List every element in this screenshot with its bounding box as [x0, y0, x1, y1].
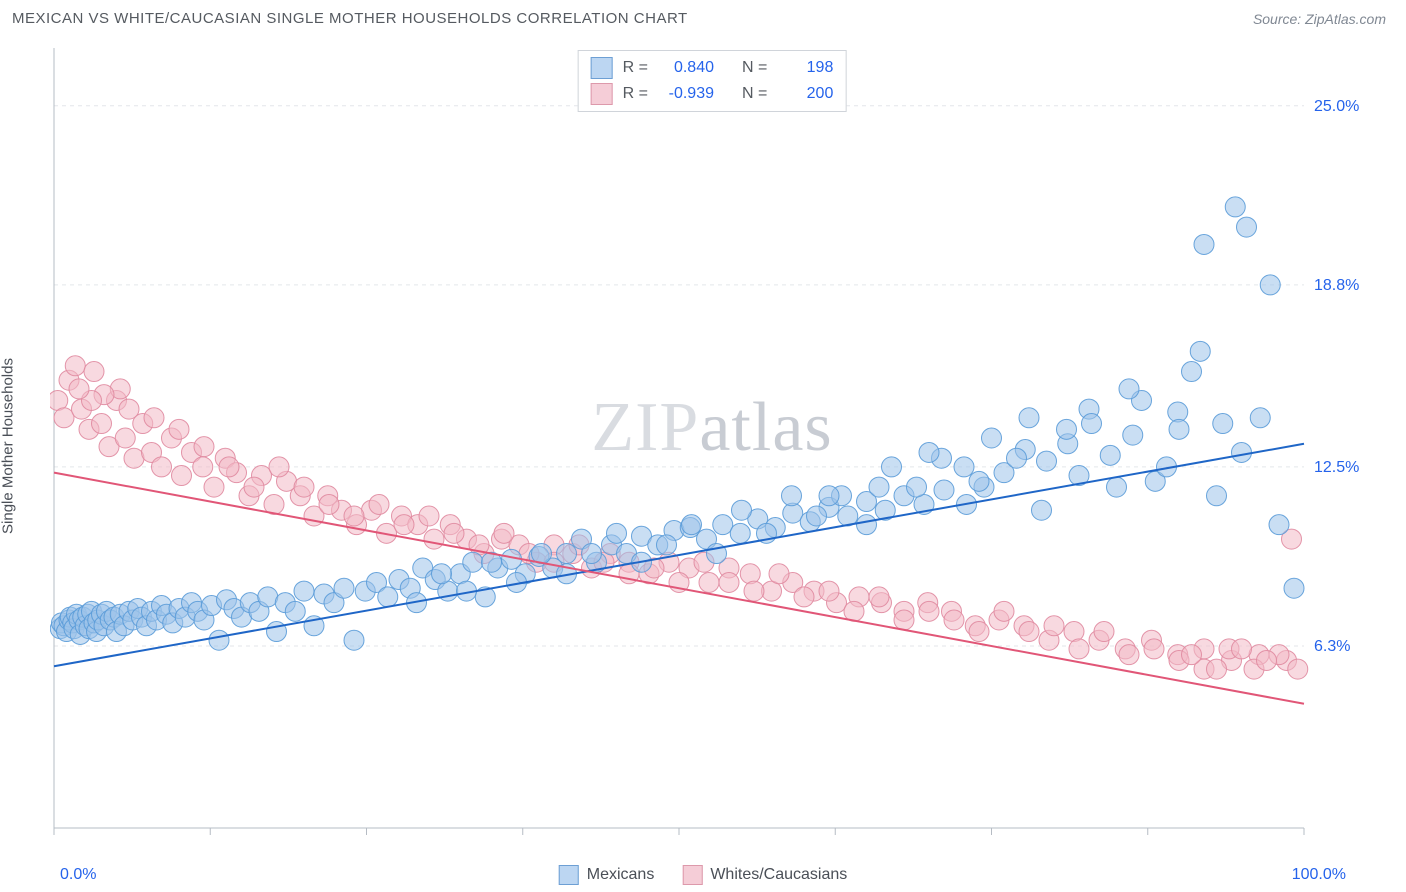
r-label: R =: [623, 59, 648, 77]
swatch-icon: [591, 83, 613, 105]
r-value: 0.840: [658, 59, 714, 77]
svg-text:18.8%: 18.8%: [1314, 277, 1359, 294]
stats-row-blue: R = 0.840 N = 198: [591, 55, 834, 81]
legend-label: Whites/Caucasians: [710, 866, 847, 884]
svg-text:25.0%: 25.0%: [1314, 98, 1359, 115]
stats-legend-box: R = 0.840 N = 198 R = -0.939 N = 200: [578, 50, 847, 112]
swatch-icon: [682, 865, 702, 885]
n-label: N =: [742, 85, 767, 103]
svg-text:6.3%: 6.3%: [1314, 638, 1350, 655]
svg-text:12.5%: 12.5%: [1314, 459, 1359, 476]
legend-item-pink: Whites/Caucasians: [682, 865, 847, 885]
scatter-plot: 6.3% 12.5% 18.8% 25.0%: [50, 48, 1374, 840]
r-value: -0.939: [658, 85, 714, 103]
swatch-icon: [591, 57, 613, 79]
r-label: R =: [623, 85, 648, 103]
legend-label: Mexicans: [587, 866, 655, 884]
bottom-legend: Mexicans Whites/Caucasians: [559, 865, 848, 885]
x-axis-min-label: 0.0%: [60, 866, 96, 884]
plot-area: R = 0.840 N = 198 R = -0.939 N = 200 ZIP…: [50, 48, 1374, 840]
y-axis-label: Single Mother Households: [0, 358, 17, 534]
n-value: 200: [777, 85, 833, 103]
legend-item-blue: Mexicans: [559, 865, 655, 885]
n-value: 198: [777, 59, 833, 77]
source-label: Source: ZipAtlas.com: [1253, 11, 1386, 27]
x-axis-max-label: 100.0%: [1292, 866, 1346, 884]
stats-row-pink: R = -0.939 N = 200: [591, 81, 834, 107]
n-label: N =: [742, 59, 767, 77]
swatch-icon: [559, 865, 579, 885]
chart-title: MEXICAN VS WHITE/CAUCASIAN SINGLE MOTHER…: [12, 10, 688, 27]
